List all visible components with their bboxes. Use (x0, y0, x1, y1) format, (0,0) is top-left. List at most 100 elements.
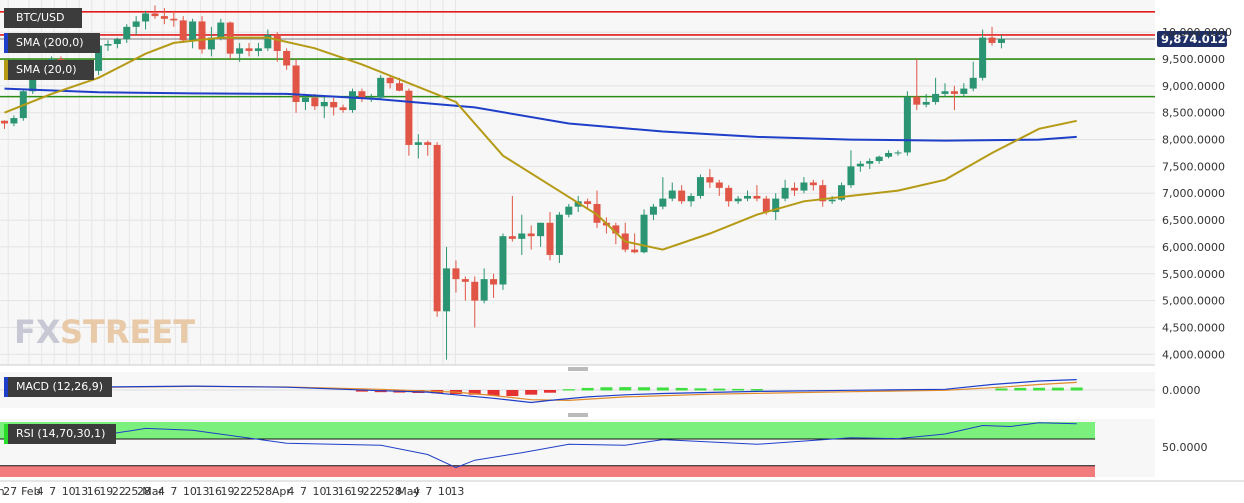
x-tick-label: 19 (221, 485, 235, 498)
candle-body (649, 206, 657, 215)
candle-body (508, 236, 516, 239)
y-tick-label: 4,000.0000 (1162, 348, 1225, 361)
sma20-color-bar (4, 60, 8, 80)
candle-body (687, 195, 695, 202)
candle-body (198, 21, 206, 50)
x-tick-label: Jan (0, 485, 5, 498)
candle-body (377, 77, 385, 98)
candle-body (386, 77, 394, 84)
candle-body (997, 38, 1005, 43)
candle-body (875, 156, 883, 162)
x-tick-label: 10 (438, 485, 452, 498)
candle-body (631, 249, 639, 253)
candle-body (292, 65, 300, 102)
x-tick-label: 16 (87, 485, 101, 498)
candle-body (894, 152, 902, 154)
candle-body (405, 90, 413, 145)
candle-body (348, 91, 356, 111)
sma20-label[interactable]: SMA (20,0) (4, 60, 94, 80)
candle-body (527, 233, 535, 237)
candle-body (743, 195, 751, 199)
x-tick-label: 28 (137, 485, 151, 498)
watermark-street: STREET (60, 313, 195, 351)
candle-body (160, 16, 168, 19)
macd-histogram-bar (525, 390, 538, 395)
candle-body (443, 268, 451, 312)
macd-histogram-bar (694, 388, 707, 391)
macd-y-tick-label: 0.0000 (1162, 384, 1201, 397)
candle-body (696, 177, 704, 196)
panel-resize-handle (568, 367, 588, 371)
candle-body (170, 18, 178, 21)
sma200-color-bar (4, 33, 8, 53)
macd-histogram-bar (562, 389, 575, 391)
candle-body (828, 199, 836, 202)
macd-histogram-bar (1033, 387, 1046, 391)
macd-histogram-bar (468, 390, 481, 395)
watermark-fx: FX (14, 313, 61, 351)
x-tick-label: 16 (208, 485, 222, 498)
macd-label[interactable]: MACD (12,26,9) (4, 377, 112, 397)
x-tick-label: 28 (388, 485, 402, 498)
macd-color-bar (4, 377, 8, 397)
x-tick-label: 7 (300, 485, 307, 498)
rsi-label[interactable]: RSI (14,70,30,1) (4, 424, 116, 444)
candle-body (217, 22, 225, 38)
macd-plot (0, 372, 1155, 408)
candle-body (358, 91, 366, 99)
x-tick-label: 4 (287, 485, 294, 498)
candle-body (264, 34, 272, 49)
candle-body (320, 101, 328, 107)
candle-body (772, 198, 780, 213)
candle-body (95, 45, 103, 71)
candle-body (518, 233, 526, 239)
candle-body (113, 39, 121, 45)
candle-body (941, 91, 949, 94)
x-tick-label: 7 (170, 485, 177, 498)
x-tick-label: 4 (158, 485, 165, 498)
sma200-label[interactable]: SMA (200,0) (4, 33, 100, 53)
candle-body (781, 187, 789, 199)
symbol-label[interactable]: BTC/USD (4, 8, 82, 28)
candle-body (753, 195, 761, 199)
macd-histogram-bar (1070, 387, 1083, 391)
x-tick-label: 13 (74, 485, 88, 498)
last-price-text: 9,874.0129 (1161, 32, 1234, 46)
candle-body (254, 48, 262, 51)
candle-body (678, 190, 686, 202)
rsi-overbought-zone (0, 422, 1095, 439)
candle-body (537, 222, 545, 237)
candle-body (452, 268, 460, 280)
candle-body (659, 198, 667, 207)
x-tick-label: 10 (183, 485, 197, 498)
macd-histogram-bar (543, 390, 556, 393)
x-tick-label: 7 (49, 485, 56, 498)
last-price-tag (1157, 30, 1227, 47)
candle-body (151, 13, 159, 17)
x-tick-label: 28 (258, 485, 272, 498)
candle-body (593, 203, 601, 223)
macd-histogram-bar (675, 387, 688, 391)
x-tick-label: 13 (450, 485, 464, 498)
x-tick-label: 19 (350, 485, 364, 498)
candle-body (668, 190, 676, 199)
candle-body (640, 214, 648, 253)
y-tick-label: 7,000.0000 (1162, 187, 1225, 200)
x-tick-label: 7 (425, 485, 432, 498)
candle-body (988, 37, 996, 43)
candle-body (809, 182, 817, 186)
x-tick-label: 25 (124, 485, 138, 498)
sma200-line (4, 87, 1077, 142)
candle-body (207, 37, 215, 50)
rsi-oversold-zone (0, 465, 1095, 477)
candle-body (800, 182, 808, 191)
x-tick-label: 22 (363, 485, 377, 498)
macd-histogram-bar (355, 390, 368, 392)
candle-body (565, 206, 573, 215)
candle-body (236, 48, 244, 54)
candle-body (922, 101, 930, 105)
y-tick-label: 4,500.0000 (1162, 321, 1225, 334)
candle-body (715, 182, 723, 188)
main-panel-bg (0, 0, 1155, 365)
x-tick-label: Mar (142, 485, 163, 498)
